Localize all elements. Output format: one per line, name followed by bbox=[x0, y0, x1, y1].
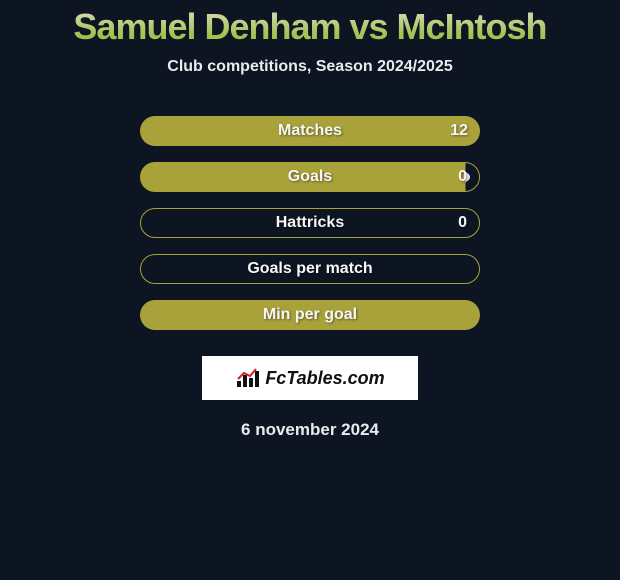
stat-label: Matches bbox=[278, 122, 342, 140]
fctables-text: FcTables.com bbox=[265, 368, 384, 389]
stat-row: Goals per match bbox=[140, 254, 480, 284]
stat-row: Goals 0 bbox=[140, 162, 480, 192]
stat-value: 0 bbox=[458, 214, 467, 232]
fctables-icon bbox=[235, 367, 263, 389]
stat-value: 12 bbox=[450, 122, 468, 140]
stat-bar: Matches 12 bbox=[140, 116, 480, 146]
fctables-badge: FcTables.com bbox=[202, 356, 418, 400]
stat-bar: Min per goal bbox=[140, 300, 480, 330]
stat-row: Min per goal bbox=[140, 300, 480, 330]
stat-label: Min per goal bbox=[263, 306, 357, 324]
stat-bar: Hattricks 0 bbox=[140, 208, 480, 238]
stat-label: Hattricks bbox=[276, 214, 344, 232]
stat-bar: Goals per match bbox=[140, 254, 480, 284]
stat-row: Hattricks 0 bbox=[140, 208, 480, 238]
stat-value: 0 bbox=[458, 168, 467, 186]
stat-label: Goals bbox=[288, 168, 332, 186]
stat-bar: Goals 0 bbox=[140, 162, 480, 192]
page-title: Samuel Denham vs McIntosh bbox=[73, 6, 546, 48]
date-text: 6 november 2024 bbox=[241, 420, 379, 440]
stat-label: Goals per match bbox=[247, 260, 372, 278]
stat-row: Matches 12 bbox=[140, 116, 480, 146]
subtitle: Club competitions, Season 2024/2025 bbox=[167, 58, 452, 76]
